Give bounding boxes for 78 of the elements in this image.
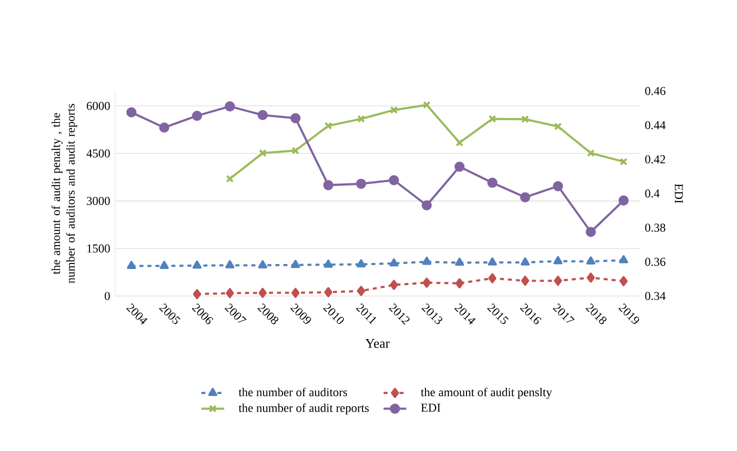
point [521, 115, 530, 124]
point [192, 260, 202, 269]
y-tick-label: 3000 [86, 196, 110, 205]
point [618, 195, 629, 206]
point [487, 178, 498, 188]
y2-tick-label: 0.42 [645, 155, 666, 164]
point [192, 289, 202, 300]
point [520, 192, 530, 202]
point [292, 146, 300, 154]
point [390, 280, 398, 290]
point [159, 122, 170, 133]
y2-tick-label: 0.44 [645, 121, 666, 130]
point [226, 288, 234, 298]
point [422, 101, 431, 109]
point [388, 175, 399, 186]
point [586, 272, 595, 283]
y2-tick-label: 0.36 [645, 258, 666, 266]
point [258, 110, 268, 120]
point [357, 114, 365, 123]
point [620, 276, 628, 286]
point [619, 255, 628, 264]
point [126, 260, 136, 269]
point [224, 101, 235, 112]
point [586, 256, 596, 265]
point [356, 178, 366, 189]
legend-label: EDI [421, 404, 440, 412]
point [455, 258, 464, 266]
point [488, 273, 496, 284]
y-axis-title: the amount of audit penalty , the number of auditors and audit reports [51, 104, 78, 284]
point [258, 260, 268, 268]
point [422, 278, 431, 288]
point [324, 287, 332, 298]
point [553, 256, 563, 264]
point [126, 107, 136, 118]
point [586, 149, 595, 157]
point [356, 259, 366, 268]
point [357, 286, 366, 296]
point [455, 278, 464, 288]
point [488, 114, 496, 123]
point [160, 260, 169, 269]
y-tick-label: 4500 [86, 149, 110, 158]
y2-tick-label: 0.38 [645, 224, 666, 232]
x-tick-label: 2007 [224, 303, 246, 323]
point [554, 276, 562, 286]
point [389, 258, 398, 266]
point [456, 138, 464, 147]
y-tick-label: 0 [104, 292, 110, 300]
y-tick-label: 6000 [86, 102, 110, 110]
point [291, 288, 300, 298]
x-tick-label: 2017 [552, 303, 575, 323]
point [290, 113, 301, 124]
point [488, 257, 497, 266]
point [290, 260, 300, 268]
legend-label: the amount of audit penslty [420, 388, 552, 399]
point [554, 122, 562, 130]
point [258, 149, 267, 157]
point [323, 180, 334, 190]
point [454, 162, 465, 172]
point [225, 260, 234, 268]
y2-tick-label: 0.34 [645, 292, 666, 300]
point [324, 122, 332, 130]
legend-label: the number of auditors [238, 388, 348, 396]
point [192, 110, 202, 121]
y-tick-label: 1500 [87, 244, 110, 253]
point [422, 256, 432, 265]
x-axis-title: Year [365, 339, 390, 348]
point [422, 200, 432, 210]
point [324, 260, 333, 268]
point [552, 181, 564, 192]
y2-tick-label: 0.4 [645, 189, 660, 198]
point [586, 226, 596, 238]
legend-label: the number of audit reports [238, 403, 369, 414]
point [390, 106, 398, 114]
point [520, 257, 530, 266]
y2-tick-label: 0.46 [645, 86, 666, 96]
point [521, 276, 530, 286]
point [258, 288, 267, 298]
y2-axis-title: EDI [674, 184, 683, 204]
